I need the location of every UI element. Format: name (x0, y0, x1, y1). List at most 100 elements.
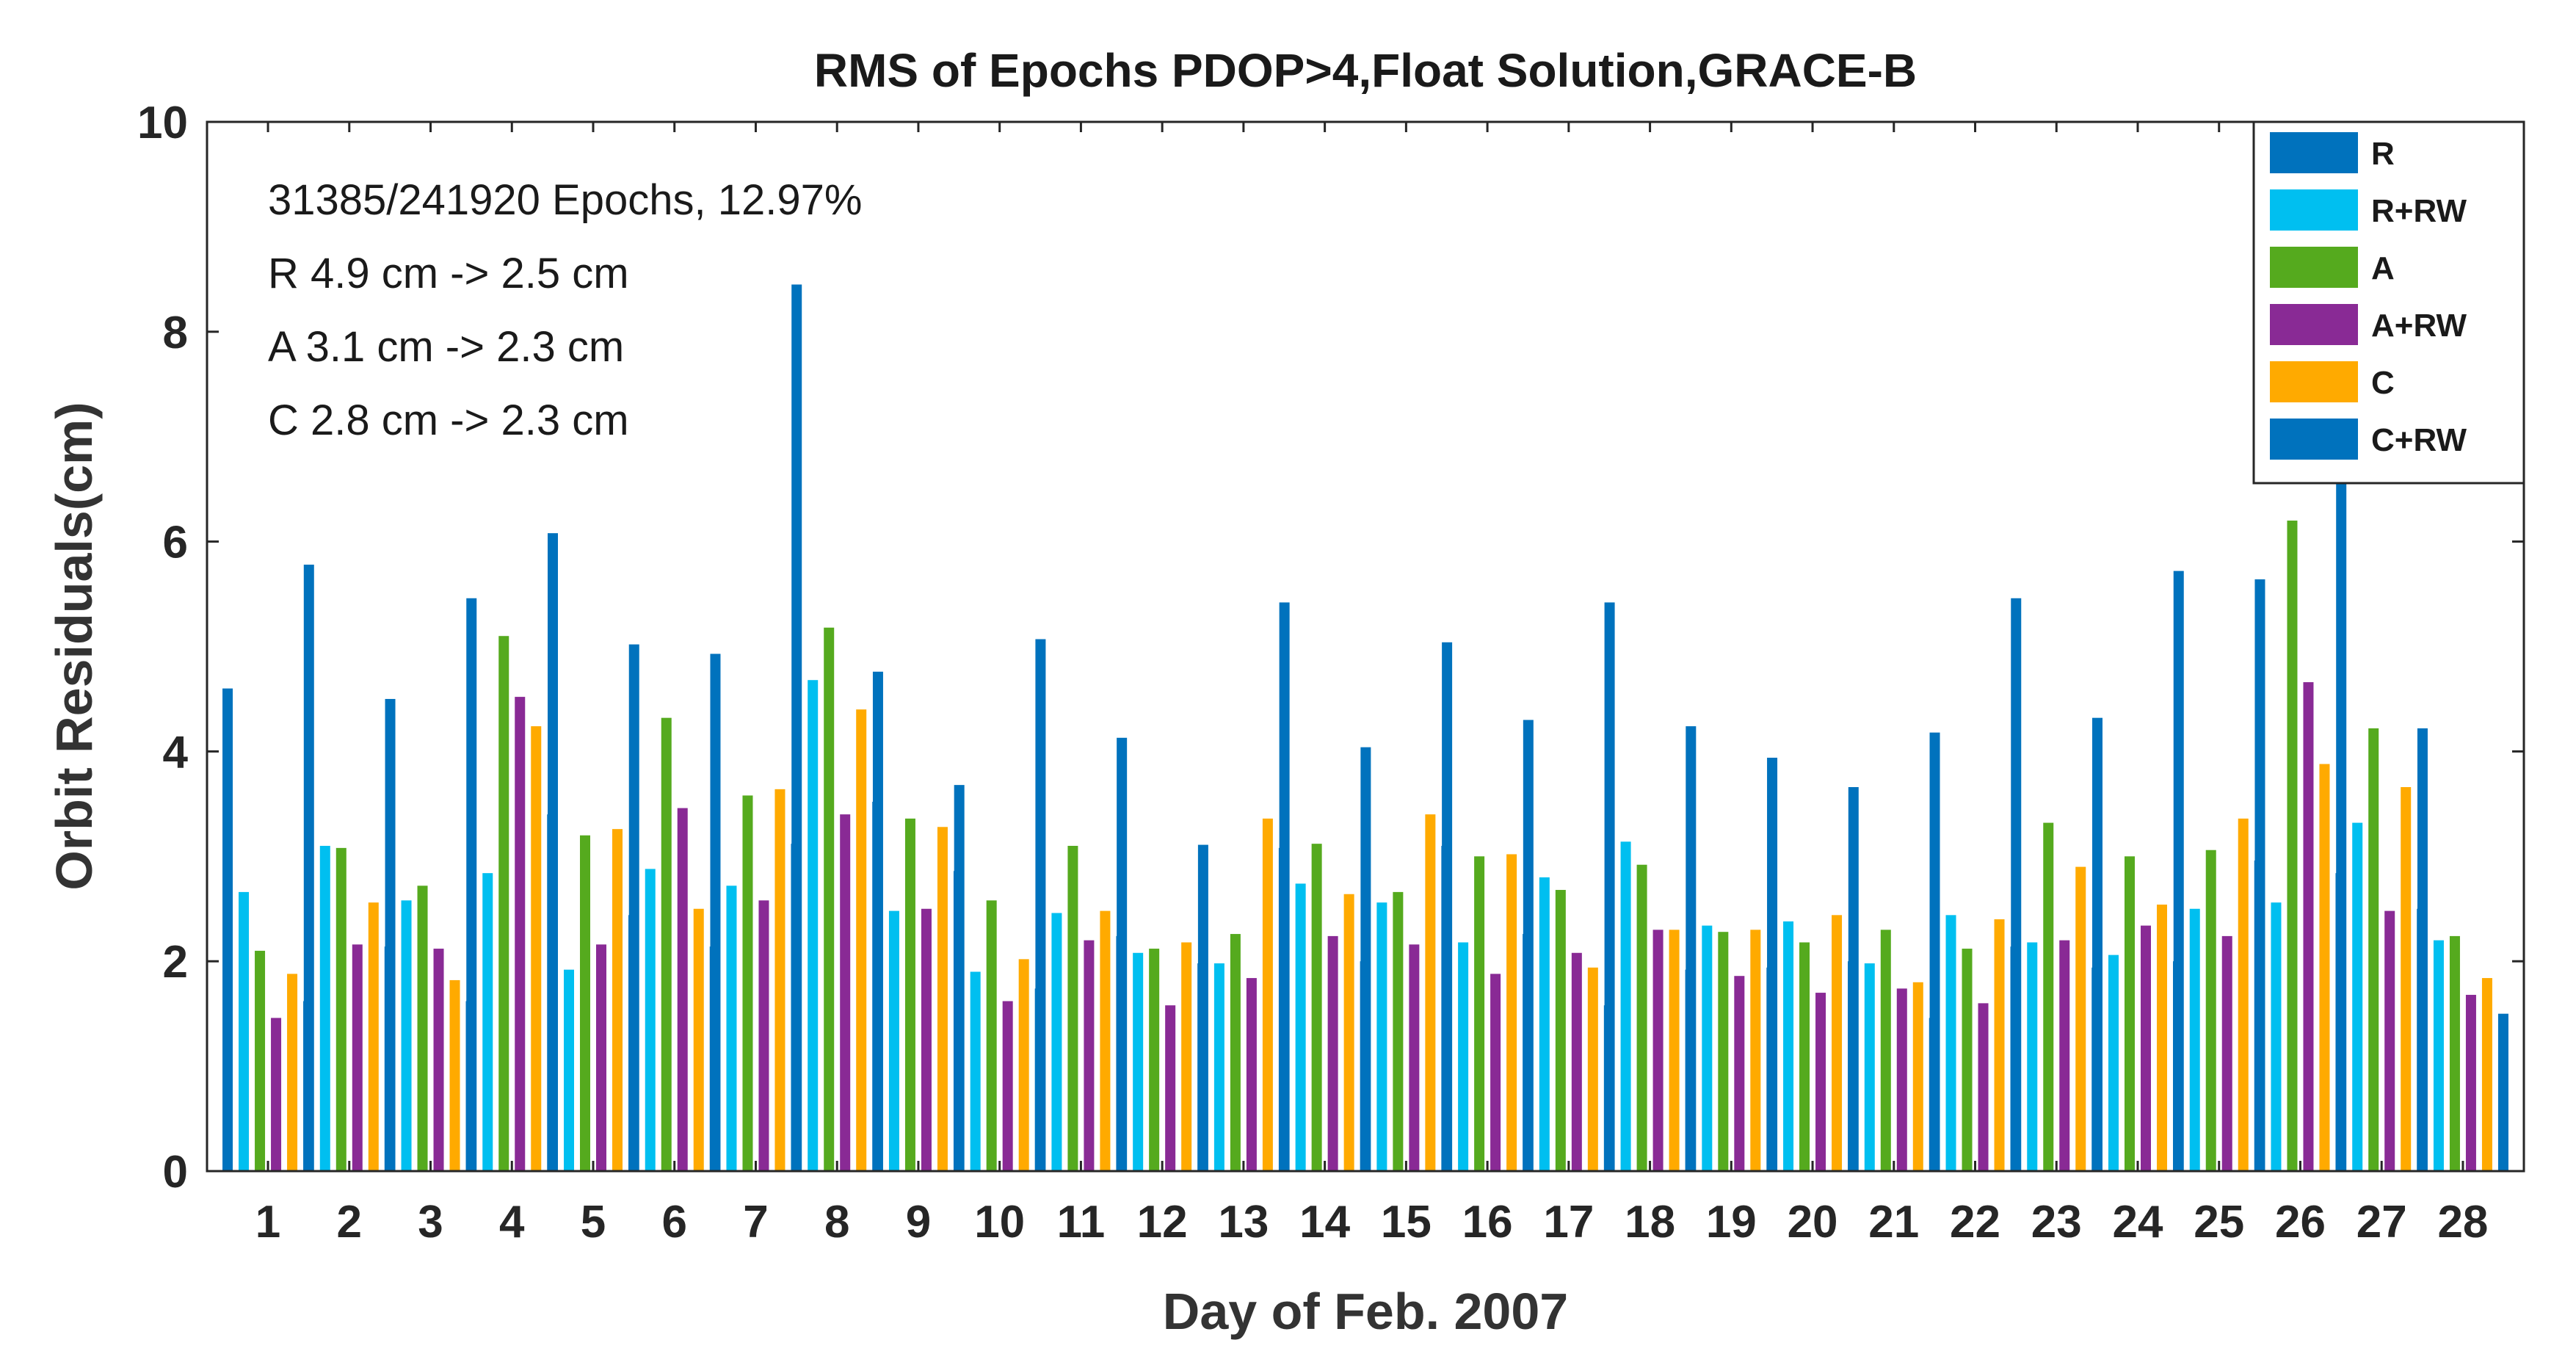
bar-a-plus-rw-day-5 (596, 944, 606, 1171)
x-tick-label: 1 (255, 1197, 280, 1247)
bar-a-day-25 (2205, 850, 2216, 1171)
bar-a-day-8 (824, 627, 835, 1171)
bar-c-plus-rw-day-27 (2417, 908, 2428, 1171)
bar-a-day-4 (498, 636, 509, 1171)
bar-a-day-1 (255, 950, 266, 1171)
bar-c-plus-rw-day-2 (384, 946, 395, 1171)
bar-a-day-22 (1962, 949, 1973, 1171)
bar-a-day-18 (1636, 864, 1647, 1171)
x-tick-label: 3 (418, 1197, 443, 1247)
bar-r-plus-rw-day-22 (1945, 915, 1956, 1171)
bar-c-plus-rw-day-1 (303, 1001, 314, 1171)
bar-a-day-7 (742, 795, 753, 1171)
x-tick-label: 6 (661, 1197, 686, 1247)
legend-label: C+RW (2371, 422, 2467, 458)
bar-r-plus-rw-day-17 (1539, 877, 1550, 1171)
bar-r-plus-rw-day-8 (808, 680, 819, 1171)
bar-c-plus-rw-day-25 (2254, 861, 2265, 1171)
bar-r-plus-rw-day-3 (401, 900, 412, 1171)
x-tick-label: 21 (1868, 1197, 1919, 1247)
bar-c-day-24 (2157, 905, 2167, 1171)
bar-a-plus-rw-day-13 (1246, 978, 1257, 1171)
bar-a-plus-rw-day-16 (1490, 974, 1501, 1171)
bar-c-day-20 (1832, 915, 1843, 1171)
x-tick-label: 10 (974, 1197, 1025, 1247)
bar-a-day-17 (1555, 890, 1566, 1171)
bar-a-plus-rw-day-27 (2384, 910, 2395, 1171)
bar-a-plus-rw-day-2 (352, 944, 363, 1171)
x-tick-label: 23 (2031, 1197, 2082, 1247)
bar-c-day-18 (1669, 930, 1680, 1171)
bar-c-day-16 (1506, 854, 1517, 1171)
bar-a-plus-rw-day-9 (921, 908, 932, 1171)
bar-c-plus-rw-day-3 (465, 1001, 476, 1171)
legend-label: R (2371, 136, 2395, 172)
bar-a-plus-rw-day-8 (840, 814, 851, 1171)
bar-c-plus-rw-day-14 (1360, 961, 1371, 1171)
bar-r-plus-rw-day-23 (2027, 942, 2038, 1171)
x-tick-label: 9 (906, 1197, 931, 1247)
bar-a-day-6 (661, 717, 672, 1171)
bar-a-day-24 (2125, 856, 2135, 1171)
bar-r-plus-rw-day-16 (1458, 942, 1469, 1171)
bar-c-plus-rw-day-18 (1685, 969, 1696, 1171)
bar-a-plus-rw-day-22 (1978, 1003, 1989, 1171)
bar-c-day-4 (531, 726, 542, 1171)
bar-c-plus-rw-day-20 (1848, 961, 1859, 1171)
bar-c-plus-rw-day-6 (709, 946, 720, 1171)
bar-a-plus-rw-day-10 (1002, 1001, 1013, 1171)
legend-swatch (2270, 361, 2358, 402)
bar-r-plus-rw-day-15 (1376, 902, 1387, 1171)
bar-c-day-3 (449, 979, 460, 1171)
legend-swatch (2270, 419, 2358, 460)
legend-label: C (2371, 365, 2395, 401)
annotation-a: A 3.1 cm -> 2.3 cm (268, 323, 624, 371)
bar-c-day-13 (1262, 818, 1273, 1171)
bar-c-day-10 (1018, 959, 1029, 1171)
bar-c-plus-rw-day-5 (628, 915, 639, 1171)
legend-label: R+RW (2371, 193, 2467, 229)
bar-c-plus-rw-day-4 (547, 814, 558, 1171)
bar-r-plus-rw-day-20 (1783, 921, 1794, 1171)
bar-c-day-23 (2075, 866, 2086, 1171)
bar-c-day-27 (2401, 786, 2412, 1171)
bar-c-day-28 (2481, 978, 2492, 1171)
bar-c-plus-rw-day-26 (2335, 873, 2346, 1171)
y-tick-label: 2 (163, 937, 188, 988)
bar-a-day-28 (2449, 935, 2460, 1171)
x-tick-label: 17 (1543, 1197, 1594, 1247)
bar-r-plus-rw-day-5 (564, 969, 574, 1171)
legend: R R+RW A A+RW C C+RW (2252, 120, 2525, 485)
x-tick-label: 15 (1381, 1197, 1432, 1247)
bar-c-day-11 (1100, 910, 1111, 1171)
x-tick-label: 22 (1950, 1197, 2000, 1247)
x-tick-label: 27 (2357, 1197, 2407, 1247)
bar-a-plus-rw-day-26 (2303, 682, 2314, 1171)
bar-a-day-19 (1718, 932, 1729, 1171)
x-tick-label: 4 (499, 1197, 525, 1247)
bar-a-plus-rw-day-12 (1165, 1005, 1176, 1171)
x-tick-label: 13 (1218, 1197, 1269, 1247)
bar-r-plus-rw-day-1 (239, 891, 250, 1171)
bar-c-day-22 (1994, 919, 2005, 1171)
bar-r-day-1 (222, 688, 233, 1171)
bar-a-day-9 (904, 818, 915, 1171)
bar-a-day-3 (417, 885, 428, 1171)
x-tick-label: 2 (337, 1197, 362, 1247)
bar-c-plus-rw-day-9 (953, 871, 964, 1171)
x-axis-label: Day of Feb. 2007 (1163, 1283, 1568, 1340)
bar-a-day-5 (580, 835, 590, 1171)
bar-c-day-17 (1587, 967, 1598, 1171)
bar-a-plus-rw-day-17 (1571, 952, 1582, 1171)
legend-swatch (2270, 304, 2358, 345)
bar-c-plus-rw-day-24 (2173, 961, 2183, 1171)
bar-r-plus-rw-day-2 (319, 846, 330, 1171)
plot-frame (206, 120, 2525, 1173)
bar-a-plus-rw-day-1 (271, 1018, 282, 1171)
bar-a-plus-rw-day-15 (1409, 944, 1420, 1171)
bar-c-plus-rw-day-12 (1197, 963, 1208, 1171)
bar-c-plus-rw-day-13 (1278, 847, 1289, 1171)
y-tick-label: 10 (137, 98, 188, 148)
bar-c-plus-rw-day-28 (2497, 1013, 2508, 1171)
